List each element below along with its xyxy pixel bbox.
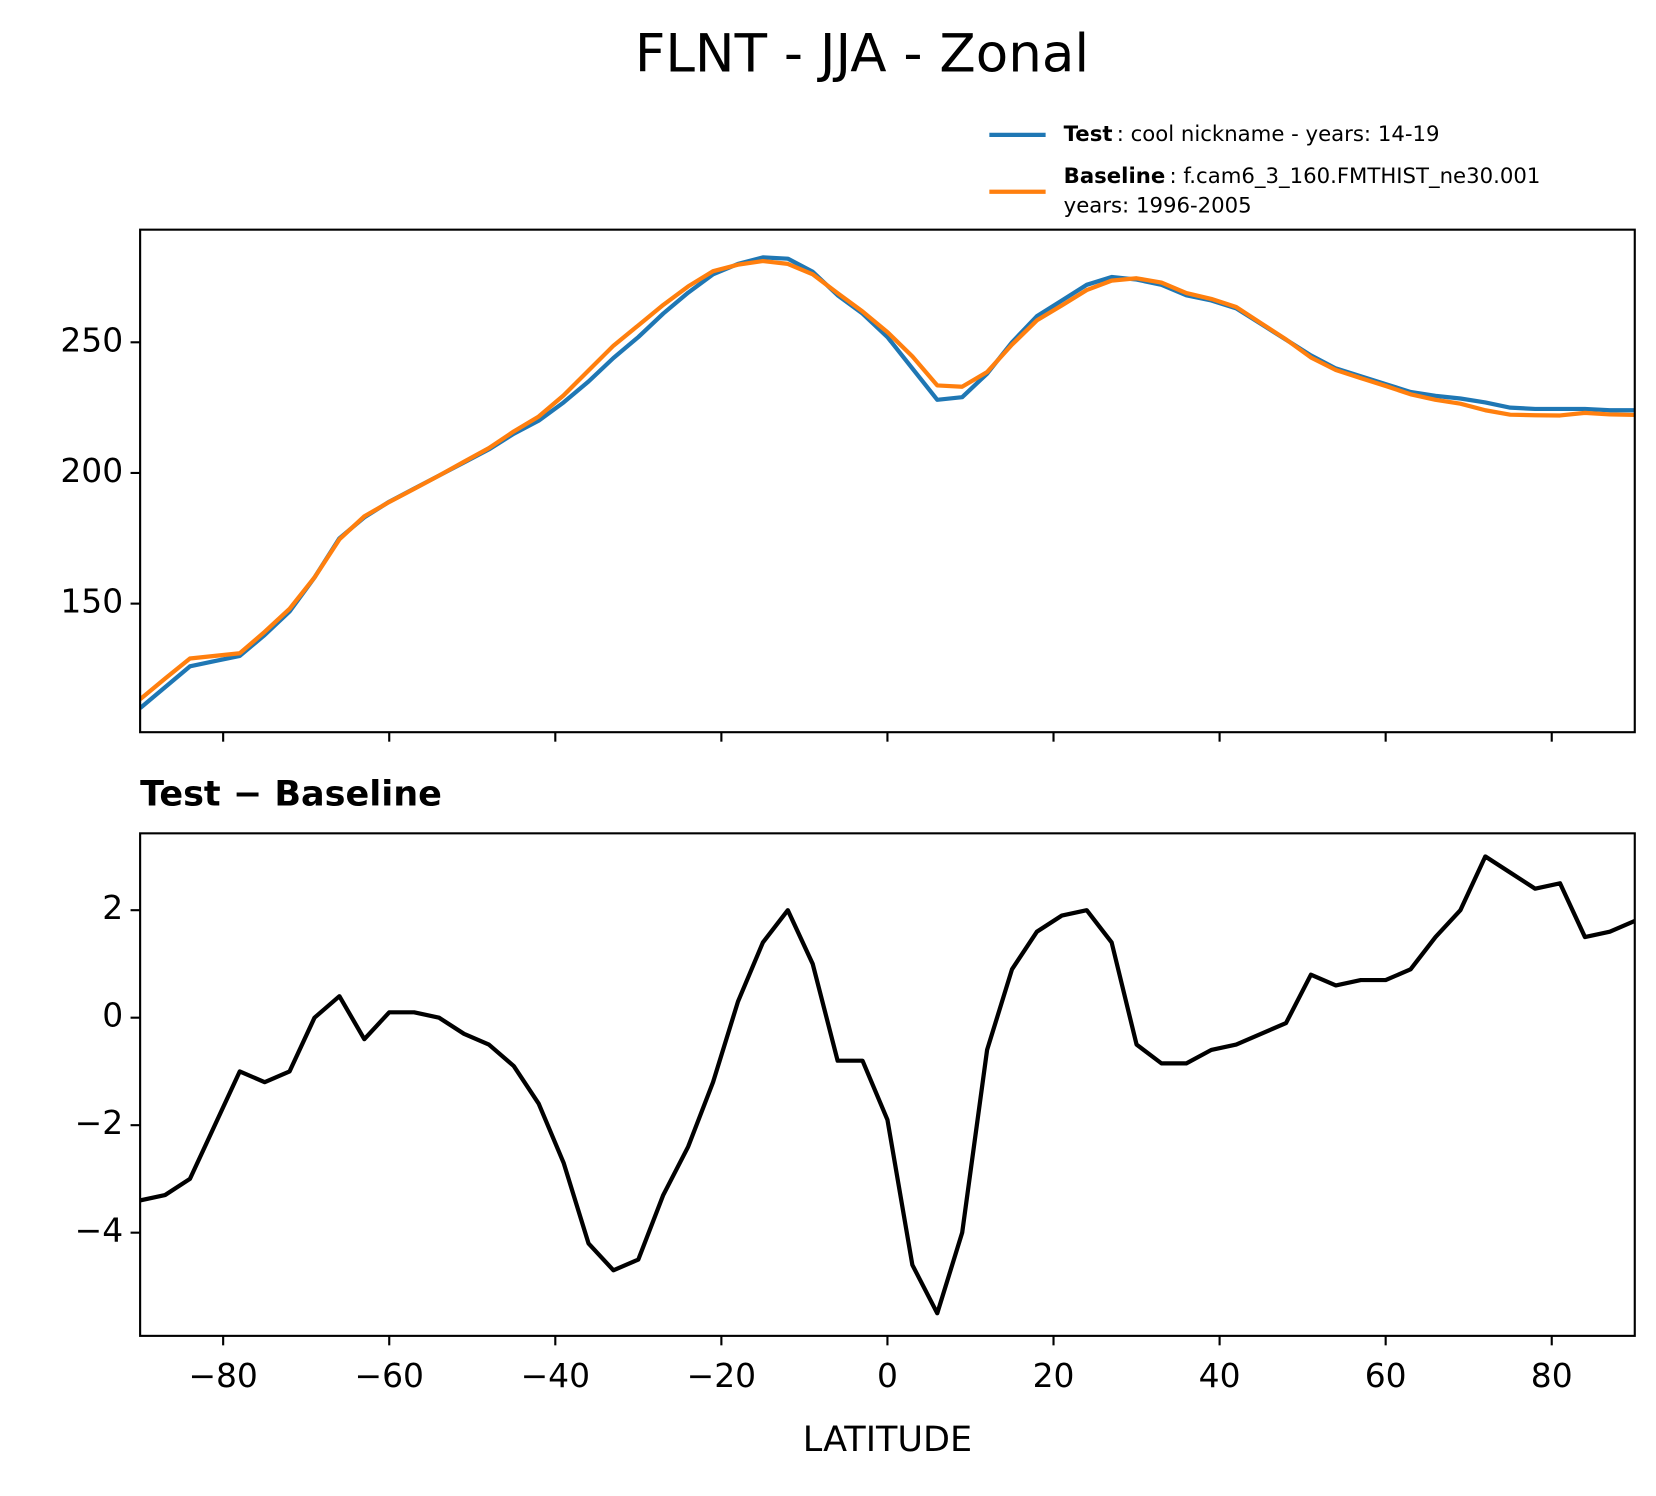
legend-description: : cool nickname - years: 14-19 [1117,121,1440,146]
y-tick-label: −4 [75,1212,123,1250]
x-tick-label: −20 [687,1357,756,1395]
data-line [140,258,1635,701]
y-tick-label: 2 [102,889,123,927]
x-tick-label: 40 [1199,1357,1241,1395]
axes-frame [139,228,1636,734]
x-tick-label: −40 [521,1357,590,1395]
legend-name: Test [1064,121,1113,146]
x-tick-label: 20 [1033,1357,1075,1395]
legend-label: Baseline: f.cam6_3_160.FMTHIST_ne30.001 [1064,163,1541,189]
x-tick-label: 0 [877,1357,898,1395]
axes-frame [139,832,1636,1337]
x-tick-label: 60 [1365,1357,1407,1395]
panel-title: Test − Baseline [140,774,442,814]
x-tick-label: 80 [1531,1357,1573,1395]
legend-description: years: 1996-2005 [1064,193,1252,218]
y-tick-label: 200 [60,452,123,490]
legend-label: Test: cool nickname - years: 14-19 [1064,121,1440,146]
x-tick-label: −60 [355,1357,424,1395]
legend-description: : f.cam6_3_160.FMTHIST_ne30.001 [1169,163,1540,189]
y-tick-label: 0 [102,997,123,1035]
x-axis-label: LATITUDE [803,1420,972,1460]
y-tick-label: −2 [75,1104,123,1142]
x-tick-label: −80 [188,1357,257,1395]
legend-name: Baseline [1064,163,1166,188]
data-line [140,854,1635,1316]
y-tick-label: 250 [60,321,123,359]
figure-title: FLNT - JJA - Zonal [635,24,1089,85]
y-tick-label: 150 [60,583,123,621]
